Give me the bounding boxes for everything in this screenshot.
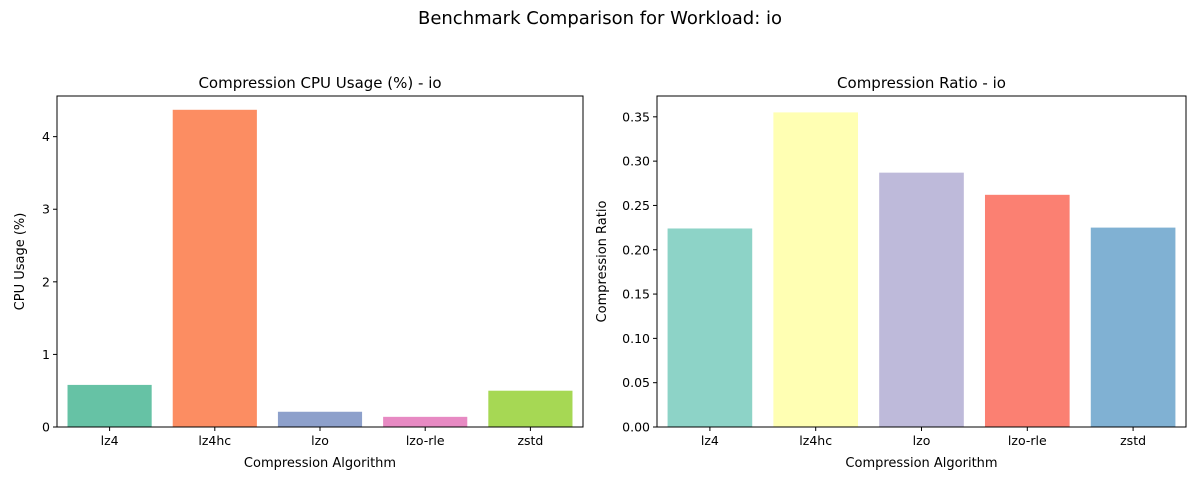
x-tick-label: lz4hc: [198, 433, 231, 448]
bar-lz4hc: [773, 112, 859, 428]
bar-lz4: [67, 384, 152, 427]
axes-frame: [56, 95, 584, 428]
x-axis-label: Compression Algorithm: [845, 456, 997, 471]
bar-lzo-rle: [984, 194, 1070, 427]
chart-title: Compression Ratio - io: [837, 74, 1006, 92]
chart-title: Compression CPU Usage (%) - io: [198, 74, 441, 92]
y-axis-label: CPU Usage (%): [13, 213, 28, 311]
chart-panel-2: lz4 lz4hc lzo lzo-rle zstd 0.00 0.05 0.10 0.15 0.…: [595, 74, 1187, 471]
y-tick-label: 0.30: [622, 154, 650, 169]
bar-zstd: [488, 390, 573, 427]
bar-lzo-rle: [383, 416, 468, 427]
x-tick-label: zstd: [517, 433, 543, 448]
x-tick-label: lzo: [913, 433, 931, 448]
y-tick-label: 0.05: [622, 375, 650, 390]
y-axis-label: Compression Ratio: [595, 201, 610, 323]
y-tick-label: 1: [42, 347, 50, 362]
y-tick-label: 0.15: [622, 287, 650, 302]
x-tick-label: lzo-rle: [1008, 433, 1047, 448]
figure-suptitle: Benchmark Comparison for Workload: io: [418, 8, 782, 29]
bar-lz4: [667, 228, 753, 427]
chart-panel-1: lz4 lz4hc lzo lzo-rle zstd 0 1 2 3 4 Compression C…: [13, 74, 584, 471]
y-tick-label: 0.20: [622, 242, 650, 257]
y-tick-label: 0.35: [622, 109, 650, 124]
y-tick-label: 0.00: [622, 420, 650, 435]
y-tick-label: 0.10: [622, 331, 650, 346]
y-tick-label: 3: [42, 202, 50, 217]
y-tick-label: 0.25: [622, 198, 650, 213]
y-tick-label: 4: [42, 129, 50, 144]
x-tick-label: zstd: [1120, 433, 1146, 448]
bar-lz4hc: [172, 109, 257, 428]
x-tick-label: lz4: [701, 433, 719, 448]
bar-lzo: [277, 411, 363, 427]
x-axis-label: Compression Algorithm: [244, 456, 396, 471]
x-tick-label: lz4hc: [799, 433, 832, 448]
bar-zstd: [1090, 227, 1176, 427]
x-tick-label: lzo: [311, 433, 329, 448]
x-tick-label: lz4: [101, 433, 119, 448]
y-tick-label: 2: [42, 274, 50, 289]
bar-lzo: [879, 172, 964, 427]
y-tick-label: 0: [42, 420, 50, 435]
x-tick-label: lzo-rle: [406, 433, 445, 448]
